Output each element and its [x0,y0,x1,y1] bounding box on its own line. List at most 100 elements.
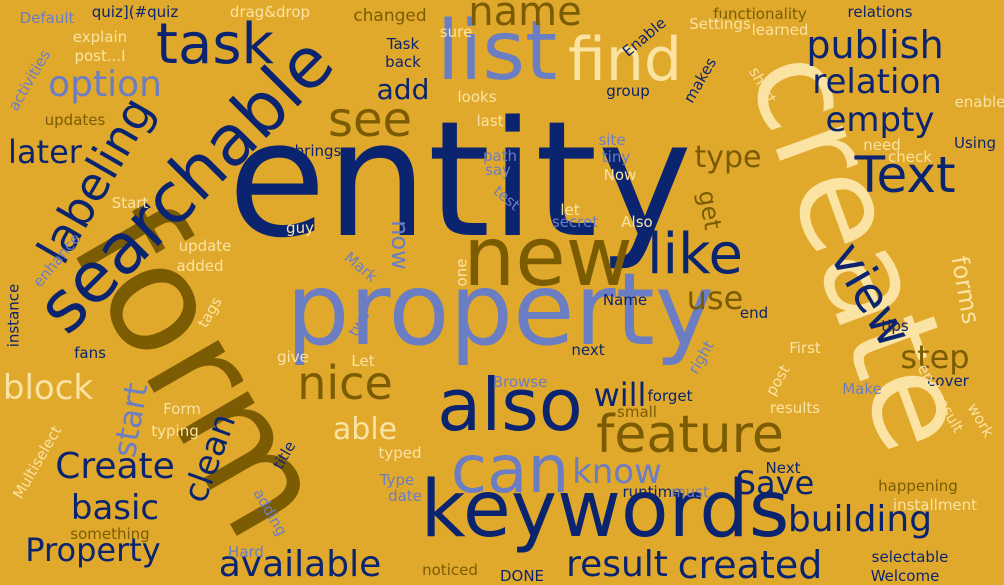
word: created [677,543,823,585]
word: forget [647,386,693,405]
word: publish [806,23,944,67]
word: task [156,12,274,77]
word: say [485,160,511,179]
word: Next [765,458,801,477]
word: entity [227,86,693,273]
word: Task [386,34,420,53]
word: sure [439,22,473,41]
word: step [900,338,970,376]
word: Also [621,212,653,231]
word: relations [847,2,913,21]
word: learned [751,20,809,39]
word: end [739,303,769,322]
word: happening [878,476,958,495]
word: added [176,256,224,275]
word: result [566,544,668,585]
word: selectable [871,547,949,566]
word: Form [163,399,201,418]
word: Now [603,165,637,184]
word: post...I [74,46,126,65]
word: date [388,486,422,505]
word: group [606,81,650,100]
word: new [463,210,633,305]
word: noticed [422,560,478,579]
word: also [437,363,583,447]
word: updates [44,110,106,129]
word: feature [596,405,784,465]
word: option [48,64,162,105]
word: able [332,412,398,447]
word: DONE [499,566,545,585]
word: check [888,147,932,166]
word: small [617,402,657,421]
word: get [692,188,728,232]
word: can [450,431,570,508]
word: path [482,146,518,165]
word: now [386,220,414,270]
word: instance [4,283,23,347]
word: quiz](#quiz [91,2,179,21]
word: next [571,340,605,359]
word: building [787,499,933,540]
word: Settings [689,14,751,33]
word: Make [842,379,882,398]
word: makes [679,54,720,106]
word: find [568,25,682,95]
word: nice [297,356,393,410]
word: Let [351,351,375,370]
word: Default [19,8,75,27]
word: First [789,338,821,357]
word: guy [286,218,314,237]
word: functionality [713,4,807,23]
word: Hard [228,542,264,561]
word: will [593,376,647,414]
word: Using [954,133,996,152]
word: list [436,4,558,99]
word: typing [151,421,199,440]
word: fans [74,343,106,362]
word: looks [457,87,497,106]
word: Create [55,446,175,487]
word: Name [602,290,648,309]
word: Text [854,146,956,204]
word: basic [70,488,160,528]
word: changed [353,5,427,26]
word: drag&drop [229,2,311,21]
word: last [476,111,504,130]
word: Property [25,531,161,569]
word: property [285,251,715,368]
word: empty [825,100,935,140]
word: enable [954,92,1004,111]
word: cover [927,371,969,390]
word: Welcome [870,566,940,585]
word: add [376,73,430,106]
word: site [598,130,626,149]
word: Type [379,470,415,489]
word: name [468,0,582,35]
word: Start [111,193,149,212]
word: available [218,544,382,585]
word: relation [812,62,942,102]
word: Browse [492,372,548,391]
word: installment [892,495,978,514]
word: must [671,482,709,501]
word: results [769,398,821,417]
word: explain [72,27,128,46]
word: like [646,222,743,287]
word: post [761,361,794,399]
word: secret [551,212,599,231]
word: give [277,347,309,366]
word: one [452,258,471,286]
word: typed [378,443,422,462]
word: back [385,52,421,71]
word: know [572,452,662,492]
word: let [560,200,580,219]
word: later [8,133,82,171]
word: Save [735,464,815,502]
word: tips [881,316,909,335]
word: type [694,140,762,175]
word: runtime [622,482,682,501]
word: activities [4,45,55,114]
word: keywords [420,465,790,555]
